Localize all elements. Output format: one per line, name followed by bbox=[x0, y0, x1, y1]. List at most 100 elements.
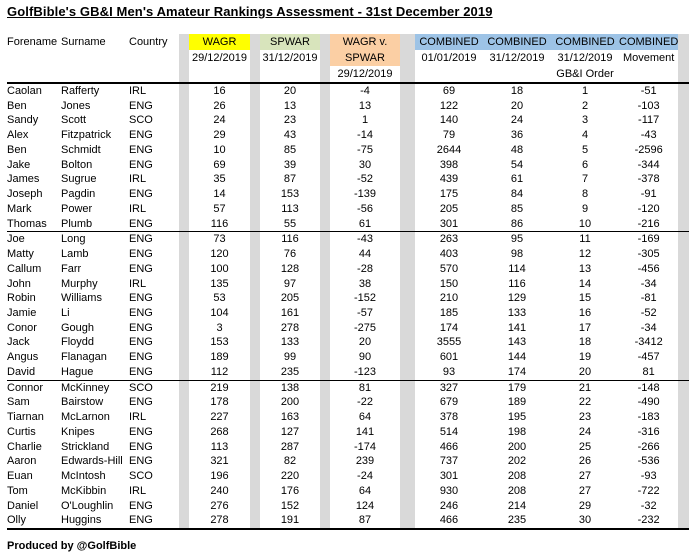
column-spacer bbox=[250, 454, 260, 470]
cell-combined-0101: 263 bbox=[439, 233, 459, 246]
cell-combined-3112: 116 bbox=[508, 277, 526, 290]
column-spacer bbox=[678, 172, 690, 188]
cell-spwar: 163 bbox=[280, 411, 300, 424]
cell-movement: -457 bbox=[637, 351, 660, 364]
cell-wagr: 16 bbox=[213, 85, 226, 97]
cell-combined-3112: 18 bbox=[510, 85, 524, 97]
header-country: Country bbox=[129, 36, 168, 48]
cell-movement: -216 bbox=[619, 216, 679, 233]
column-spacer bbox=[250, 231, 260, 248]
column-spacer bbox=[179, 261, 189, 277]
cell-surname: McIntosh bbox=[61, 470, 106, 483]
column-spacer bbox=[400, 128, 415, 143]
cell-forename: Sam bbox=[7, 396, 30, 409]
table-row: Jack Floydd ENG 153 133 20 3555 143 18 -3412 bbox=[7, 335, 690, 351]
cell-movement: 81 bbox=[619, 364, 679, 381]
cell-surname: Farr bbox=[61, 262, 82, 275]
cell-gbi-order: 25 bbox=[578, 440, 592, 453]
cell-combined-0101: 466 bbox=[415, 513, 483, 531]
cell-movement: -2596 bbox=[634, 143, 663, 156]
column-spacer bbox=[179, 454, 189, 470]
cell-country: ENG bbox=[129, 262, 153, 275]
column-spacer bbox=[320, 66, 330, 84]
cell-combined-0101: 439 bbox=[439, 173, 459, 186]
column-spacer bbox=[250, 483, 260, 499]
cell-forename: Curtis bbox=[7, 425, 36, 438]
table-row: Connor McKinney SCO 219 138 81 327 179 21 -148 bbox=[7, 380, 690, 396]
table-row: Sam Bairstow ENG 178 200 -22 679 189 22 -490 bbox=[7, 395, 690, 411]
table-row: Thomas Plumb ENG 116 55 61 301 86 10 -216 bbox=[7, 216, 690, 233]
cell-country: ENG bbox=[129, 499, 153, 512]
cell-wagr: 196 bbox=[210, 470, 229, 483]
cell-wagr: 57 bbox=[213, 202, 226, 215]
rankings-table: Forename Surname Country WAGR SPWAR WAGR… bbox=[7, 34, 690, 531]
rankings-table-body: Caolan Rafferty IRL 16 20 -4 69 18 1 -51 Ben Jones E… bbox=[7, 83, 690, 531]
cell-combined-3112: 20 bbox=[510, 99, 524, 112]
cell-wagr-v-spwar: -43 bbox=[357, 233, 373, 246]
cell-country: ENG bbox=[129, 351, 153, 364]
cell-spwar: 55 bbox=[260, 216, 320, 233]
column-spacer bbox=[400, 83, 415, 99]
column-spacer bbox=[400, 157, 415, 173]
cell-country: SCO bbox=[129, 381, 153, 394]
cell-movement: -93 bbox=[640, 470, 657, 483]
cell-wagr: 268 bbox=[210, 425, 229, 438]
cell-country: ENG bbox=[129, 307, 153, 320]
column-spacer bbox=[678, 216, 690, 233]
column-spacer bbox=[179, 142, 189, 158]
header-wagr-v-spwar-date: 29/12/2019 bbox=[330, 66, 400, 84]
column-spacer bbox=[179, 498, 189, 514]
cell-forename: Ben bbox=[7, 143, 27, 156]
cell-wagr: 116 bbox=[189, 216, 250, 233]
cell-forename: Charlie bbox=[7, 440, 42, 453]
column-spacer bbox=[400, 350, 415, 365]
cell-spwar: 76 bbox=[283, 248, 297, 261]
column-spacer bbox=[179, 335, 189, 351]
column-spacer bbox=[678, 98, 690, 114]
cell-country: IRL bbox=[129, 202, 147, 215]
cell-surname: Strickland bbox=[61, 440, 110, 453]
header-empty bbox=[61, 50, 129, 66]
cell-gbi-order: 13 bbox=[578, 262, 592, 275]
cell-surname: Sugrue bbox=[61, 173, 97, 186]
cell-wagr-v-spwar: 90 bbox=[358, 351, 372, 364]
header-empty bbox=[260, 66, 320, 84]
column-spacer bbox=[400, 380, 415, 396]
cell-spwar: 152 bbox=[280, 499, 300, 512]
column-spacer bbox=[179, 128, 189, 143]
cell-movement: -169 bbox=[637, 233, 660, 246]
column-spacer bbox=[320, 291, 330, 307]
column-spacer bbox=[320, 157, 330, 173]
cell-surname: Murphy bbox=[61, 277, 98, 290]
cell-spwar: 138 bbox=[280, 381, 300, 394]
cell-wagr-v-spwar: 124 bbox=[355, 499, 375, 512]
cell-gbi-order: 26 bbox=[578, 455, 592, 468]
cell-surname: McLarnon bbox=[61, 411, 110, 424]
header-spwar-date: 31/12/2019 bbox=[262, 52, 318, 64]
header-empty bbox=[7, 66, 61, 84]
column-spacer bbox=[400, 410, 415, 425]
cell-country: IRL bbox=[129, 411, 147, 424]
cell-surname: Bairstow bbox=[61, 396, 104, 409]
cell-combined-3112: 195 bbox=[507, 411, 527, 424]
column-spacer bbox=[320, 113, 330, 129]
cell-wagr: 153 bbox=[210, 336, 229, 349]
table-row: Tom McKibbin IRL 240 176 64 930 208 27 -722 bbox=[7, 483, 690, 499]
cell-combined-3112: 189 bbox=[507, 396, 527, 409]
column-spacer bbox=[400, 261, 415, 277]
cell-combined-0101: 737 bbox=[439, 455, 459, 468]
cell-wagr-v-spwar: -24 bbox=[357, 470, 373, 483]
column-spacer bbox=[678, 498, 690, 514]
cell-wagr: 26 bbox=[213, 99, 226, 112]
cell-gbi-order: 10 bbox=[551, 216, 619, 233]
cell-forename: Jake bbox=[7, 158, 31, 171]
cell-combined-3112: 202 bbox=[507, 455, 527, 468]
column-spacer bbox=[250, 187, 260, 202]
cell-combined-3112: 129 bbox=[507, 292, 527, 305]
cell-forename: Matty bbox=[7, 248, 34, 261]
header-row-2: 29/12/2019 31/12/2019 SPWAR 01/01/2019 3… bbox=[7, 50, 690, 66]
cell-wagr-v-spwar: -75 bbox=[357, 143, 373, 156]
column-spacer bbox=[250, 98, 260, 114]
table-header: Forename Surname Country WAGR SPWAR WAGR… bbox=[7, 34, 690, 84]
